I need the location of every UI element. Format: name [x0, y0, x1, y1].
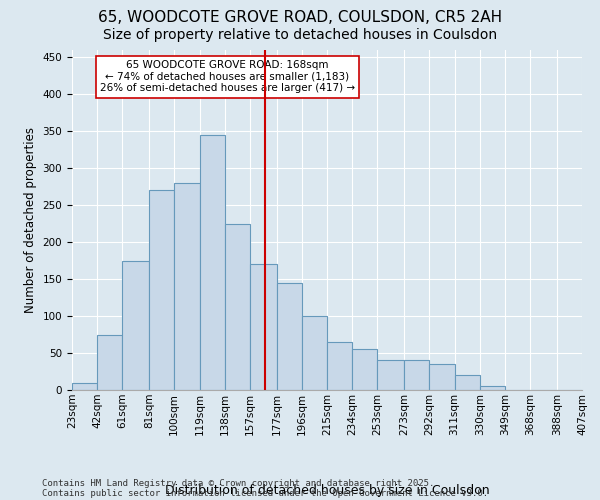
Text: Size of property relative to detached houses in Coulsdon: Size of property relative to detached ho… — [103, 28, 497, 42]
X-axis label: Distribution of detached houses by size in Coulsdon: Distribution of detached houses by size … — [164, 484, 490, 496]
Bar — [225, 224, 250, 390]
Bar — [352, 350, 377, 390]
Bar — [404, 360, 429, 390]
Bar — [327, 342, 352, 390]
Bar — [149, 190, 174, 390]
Bar — [302, 316, 327, 390]
Bar — [174, 183, 199, 390]
Text: Contains HM Land Registry data © Crown copyright and database right 2025.
Contai: Contains HM Land Registry data © Crown c… — [42, 479, 488, 498]
Bar — [250, 264, 277, 390]
Bar — [97, 334, 122, 390]
Bar — [377, 360, 404, 390]
Bar — [480, 386, 505, 390]
Y-axis label: Number of detached properties: Number of detached properties — [24, 127, 37, 313]
Bar — [429, 364, 455, 390]
Bar — [277, 283, 302, 390]
Bar — [455, 375, 480, 390]
Text: 65 WOODCOTE GROVE ROAD: 168sqm
← 74% of detached houses are smaller (1,183)
26% : 65 WOODCOTE GROVE ROAD: 168sqm ← 74% of … — [100, 60, 355, 94]
Bar — [199, 135, 225, 390]
Bar — [72, 382, 97, 390]
Bar — [122, 260, 149, 390]
Text: 65, WOODCOTE GROVE ROAD, COULSDON, CR5 2AH: 65, WOODCOTE GROVE ROAD, COULSDON, CR5 2… — [98, 10, 502, 25]
